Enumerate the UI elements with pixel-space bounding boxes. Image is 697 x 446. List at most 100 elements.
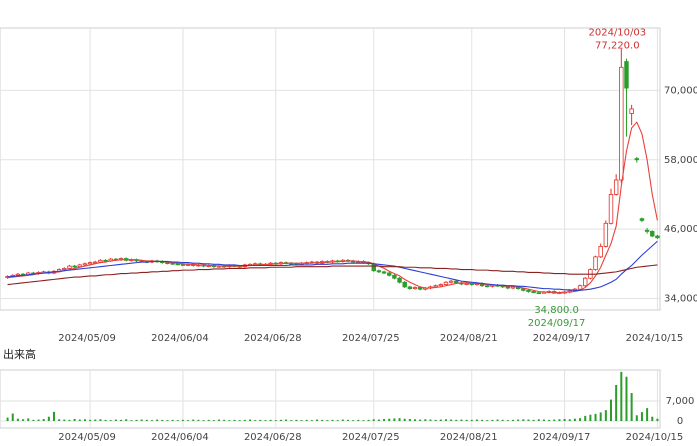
y-tick-label: 0 — [677, 416, 683, 427]
volume-bar — [83, 419, 86, 421]
volume-bar — [481, 419, 484, 421]
x-tick-label: 2024/05/09 — [58, 432, 116, 443]
x-tick-label: 2024/06/04 — [151, 432, 209, 443]
volume-bar — [248, 419, 251, 421]
volume-bar — [336, 420, 339, 421]
volume-bar — [553, 419, 556, 421]
candle-body — [531, 291, 536, 294]
candle-body — [443, 281, 449, 285]
volume-bar — [295, 419, 298, 421]
volume-bar — [68, 419, 71, 421]
panel-title: 出来高 — [3, 347, 36, 361]
candle-body — [433, 285, 438, 288]
candle-body — [402, 281, 407, 288]
volume-bar — [279, 419, 282, 421]
candle-body — [412, 287, 418, 290]
volume-bar — [125, 419, 128, 421]
candle-body — [165, 262, 170, 265]
annotation-value: 34,800.0 — [534, 305, 579, 316]
volume-bar — [58, 419, 61, 421]
volume-bar — [558, 419, 561, 421]
volume-bar — [408, 419, 411, 421]
candle-body — [387, 272, 392, 276]
volume-bar — [377, 419, 380, 421]
volume-bar — [465, 419, 468, 421]
volume-bar — [22, 419, 25, 421]
volume-bar — [238, 420, 241, 421]
candle-body — [536, 292, 542, 295]
volume-bar — [310, 420, 313, 421]
volume-bar — [171, 419, 174, 421]
x-tick-label: 2024/07/25 — [342, 333, 400, 344]
volume-bar — [47, 416, 50, 421]
volume-bar — [181, 419, 184, 421]
candle-body — [170, 262, 175, 265]
volume-bar — [274, 420, 277, 421]
candle-body — [583, 277, 588, 287]
volume-bar — [429, 419, 432, 421]
y-tick-label: 46,000 — [664, 224, 697, 235]
volume-bar — [579, 418, 582, 421]
volume-bar — [388, 418, 391, 421]
volume-bar — [52, 411, 55, 421]
volume-bar — [321, 419, 324, 421]
volume-bar — [512, 419, 515, 421]
candle-body — [598, 246, 603, 258]
volume-bar — [202, 420, 205, 421]
volume-bar — [403, 418, 406, 421]
volume-bar — [331, 419, 334, 421]
plot-frame — [0, 369, 661, 429]
y-tick-label: 58,000 — [664, 155, 697, 166]
x-tick-label: 2024/06/28 — [244, 333, 302, 344]
volume-bar — [150, 420, 153, 421]
volume-bar — [197, 419, 200, 421]
volume-bar — [228, 420, 231, 421]
volume-bar — [192, 419, 195, 421]
volume-bar — [537, 419, 540, 421]
volume-bar — [16, 418, 19, 421]
volume-bar — [563, 419, 566, 421]
moving-average — [7, 264, 658, 286]
candle-body — [175, 263, 180, 266]
volume-bar — [63, 419, 66, 421]
candle-body — [624, 61, 629, 89]
volume-bar — [130, 420, 133, 421]
volume-bar — [109, 420, 112, 421]
volume-bar — [640, 412, 643, 421]
moving-average — [7, 240, 658, 291]
volume-bar — [140, 419, 143, 421]
volume-bar — [414, 419, 417, 421]
moving-average — [7, 121, 658, 294]
volume-bar — [424, 419, 427, 421]
candle-body — [376, 270, 382, 273]
volume-bar — [114, 419, 117, 421]
volume-bar — [491, 419, 494, 421]
candle-body — [72, 265, 77, 268]
volume-bar — [187, 420, 190, 421]
candle-body — [464, 283, 469, 285]
volume-bar — [156, 419, 159, 421]
volume-bar — [78, 419, 81, 421]
volume-bar — [450, 419, 453, 421]
annotation-date: 2024/09/17 — [528, 318, 586, 329]
volume-bar — [444, 419, 447, 421]
candle-body — [77, 264, 82, 268]
candle-body — [505, 286, 511, 289]
volume-bar — [73, 419, 76, 421]
volume-bar — [383, 419, 386, 421]
volume-bar — [145, 419, 148, 421]
candle-body — [62, 267, 67, 270]
volume-bar — [620, 371, 623, 421]
volume-bar — [104, 419, 107, 421]
annotation-date: 2024/10/03 — [588, 28, 646, 39]
volume-bar — [290, 420, 293, 421]
volume-bar — [651, 416, 654, 421]
candle-body — [417, 287, 423, 290]
volume-bar — [243, 419, 246, 421]
volume-bar — [573, 418, 576, 421]
volume-bar — [42, 419, 45, 421]
volume-bar — [548, 419, 551, 421]
plot-frame — [0, 27, 661, 311]
candle-body — [87, 262, 93, 265]
